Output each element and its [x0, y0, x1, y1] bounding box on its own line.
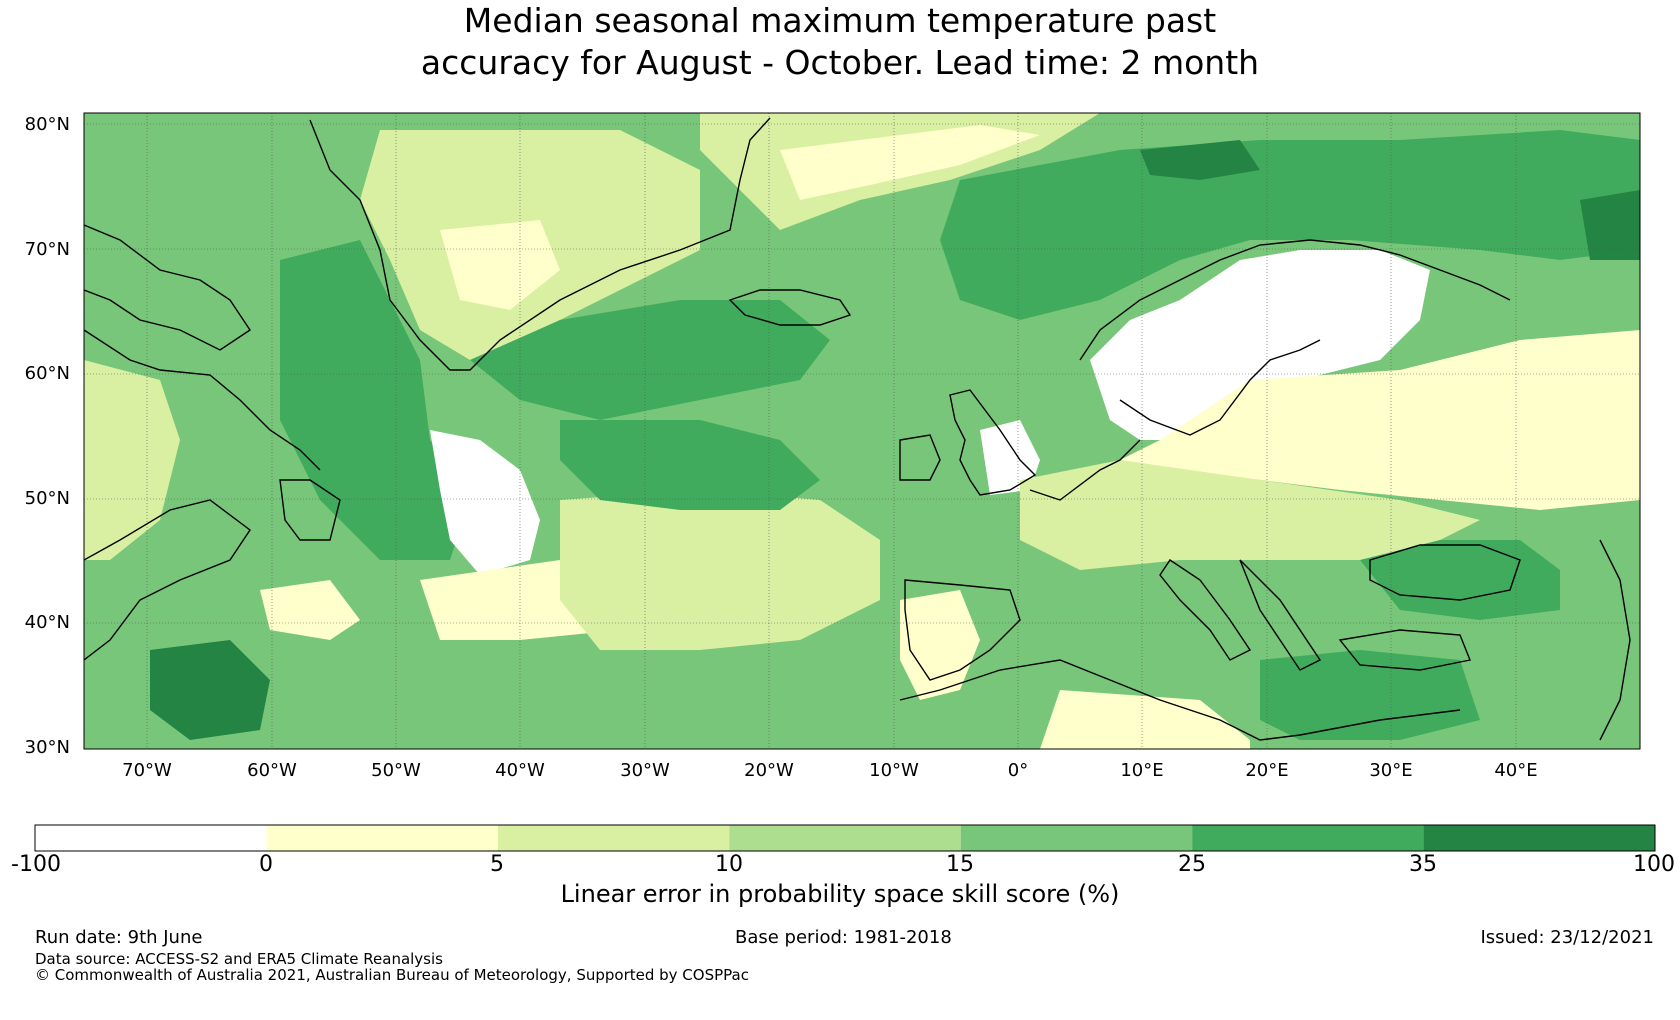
- skill-region-greenland-lighter: [440, 220, 560, 310]
- colorbar-segment: [266, 825, 498, 851]
- colorbar-tick-label: 35: [1409, 852, 1437, 877]
- lon-label-40e: 40°E: [1494, 760, 1538, 781]
- coast-italy: [1159, 559, 1252, 661]
- colorbar-tick-label: -100: [11, 852, 61, 877]
- lon-label-20e: 20°E: [1245, 760, 1289, 781]
- colorbar-tick-label: 15: [946, 852, 974, 877]
- colorbar: [34, 824, 1656, 852]
- skill-region-lightgreen-mid-atlantic: [560, 490, 880, 650]
- coast-black-sea: [1369, 544, 1521, 601]
- lat-label-60n: 60°N: [24, 363, 70, 384]
- colorbar-tick-label: 0: [259, 852, 273, 877]
- colorbar-tick-label: 100: [1633, 852, 1675, 877]
- skill-region-white-scandinavia: [1090, 250, 1430, 440]
- skill-region-darkgreen-irminger: [470, 300, 830, 420]
- data-source: Data source: ACCESS-S2 and ERA5 Climate …: [35, 950, 443, 968]
- colorbar-segment: [1192, 825, 1424, 851]
- lon-label-30w: 30°W: [620, 760, 670, 781]
- coastlines: [84, 117, 1631, 741]
- coast-iceland: [728, 289, 852, 326]
- title-line-1: Median seasonal maximum temperature past: [463, 1, 1217, 40]
- coast-ireland: [899, 434, 941, 481]
- coast-scandinavia: [1079, 239, 1511, 361]
- skill-region-darkest-sargasso: [150, 640, 270, 740]
- coast-nova-scotia: [84, 499, 251, 661]
- lat-label-40n: 40°N: [24, 612, 70, 633]
- skill-region-darkest-barents: [1580, 190, 1640, 260]
- lon-label-10e: 10°E: [1120, 760, 1164, 781]
- coast-newfoundland: [279, 479, 341, 541]
- colorbar-segment: [35, 825, 267, 851]
- colorbar-segment: [729, 825, 961, 851]
- coast-iberia: [904, 579, 1021, 681]
- skill-region-darkgreen-labrador: [280, 240, 470, 560]
- skill-region-lightyellow-west-atlantic: [260, 580, 360, 640]
- lat-label-30n: 30°N: [24, 737, 70, 758]
- lon-label-30e: 30°E: [1369, 760, 1413, 781]
- colorbar-frame: [34, 824, 1656, 852]
- colorbar-label: Linear error in probability space skill …: [560, 880, 1120, 908]
- lat-label-70n: 70°N: [24, 239, 70, 260]
- coast-baffin: [84, 224, 251, 351]
- lat-label-50n: 50°N: [24, 488, 70, 509]
- title-line-2: accuracy for August - October. Lead time…: [420, 43, 1260, 82]
- coast-balkans-greece: [1239, 559, 1322, 671]
- skill-region-darkgreen-norwegian: [940, 130, 1640, 320]
- skill-region-lightgreen-europe: [1020, 460, 1480, 570]
- skill-region-darkgreen-east-med: [1260, 650, 1480, 740]
- skill-region-light-east-europe: [1120, 330, 1640, 510]
- chart-title: Median seasonal maximum temperature past…: [0, 0, 1680, 84]
- skill-region-white-newfoundland: [430, 430, 540, 575]
- skill-region-white-uk: [980, 420, 1040, 495]
- skill-region-lightgreen-west: [84, 360, 180, 560]
- skill-region-darkest-svalbard: [1140, 140, 1260, 180]
- lon-label-10w: 10°W: [869, 760, 919, 781]
- lon-label-20w: 20°W: [744, 760, 794, 781]
- map-area: [84, 113, 1640, 749]
- skill-region-white-iberia: [900, 590, 980, 700]
- coast-turkey: [1338, 629, 1471, 671]
- issued-date: Issued: 23/12/2021: [1480, 927, 1654, 948]
- colorbar-tick-label: 10: [715, 852, 743, 877]
- skill-region-lightyellow-sahara: [1040, 690, 1250, 749]
- skill-region-darkgreen-central-atlantic: [560, 420, 820, 510]
- coast-caspian-east: [1599, 539, 1631, 741]
- lon-label-70w: 70°W: [122, 760, 172, 781]
- coast-greenland: [309, 117, 771, 371]
- map-frame: [83, 112, 1641, 750]
- coast-north-africa: [899, 659, 1461, 741]
- base-period: Base period: 1981-2018: [735, 927, 952, 948]
- colorbar-tick-label: 25: [1178, 852, 1206, 877]
- colorbar-segment: [1423, 825, 1655, 851]
- skill-region-white-north: [780, 125, 1040, 200]
- coast-great-britain: [949, 389, 1037, 496]
- colorbar-tick-label: 5: [490, 852, 504, 877]
- graticule: [84, 113, 1640, 749]
- copyright-notice: © Commonwealth of Australia 2021, Austra…: [35, 966, 749, 984]
- colorbar-segment: [497, 825, 730, 851]
- lon-label-60w: 60°W: [247, 760, 297, 781]
- run-date: Run date: 9th June: [35, 927, 203, 948]
- lon-label-40w: 40°W: [495, 760, 545, 781]
- skill-region-darkgreen-black-sea: [1360, 540, 1560, 620]
- coast-europe-west: [1029, 439, 1141, 501]
- coast-labrador: [84, 329, 321, 471]
- colorbar-segment: [960, 825, 1193, 851]
- lon-label-0: 0°: [1007, 760, 1029, 781]
- lon-label-50w: 50°W: [371, 760, 421, 781]
- coast-sweden-baltic: [1119, 339, 1321, 436]
- lat-label-80n: 80°N: [24, 114, 70, 135]
